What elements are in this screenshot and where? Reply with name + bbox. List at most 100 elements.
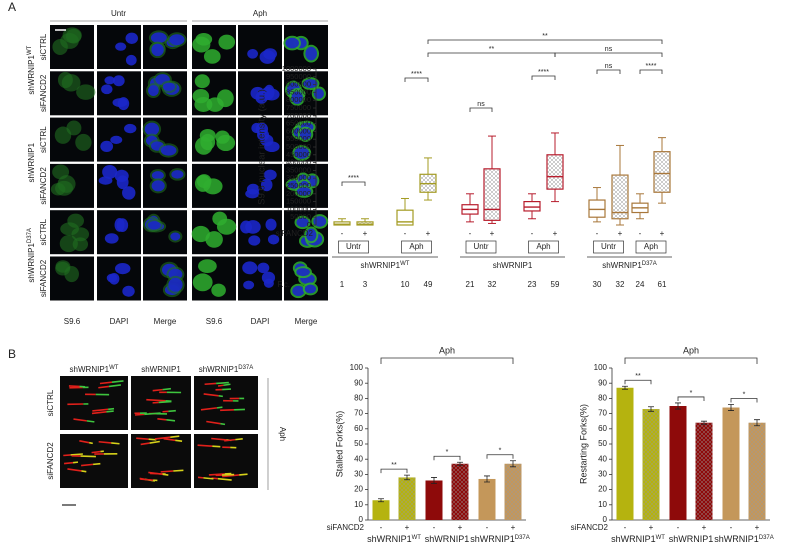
micrograph — [97, 210, 141, 255]
y-tick-label: 80 — [598, 394, 607, 403]
y-tick-label: 200000 — [286, 189, 311, 198]
line-superscript: D37A — [27, 228, 33, 243]
nucleus — [125, 54, 137, 66]
fiber-red — [224, 438, 236, 442]
nucleus — [263, 169, 277, 181]
x-axis-title: siFANCD2 — [276, 229, 314, 238]
fiber-red — [222, 474, 240, 478]
nucleus — [292, 285, 305, 297]
fiber-green — [111, 380, 124, 383]
fiber-green — [216, 406, 223, 409]
channel-label: S9.6 — [206, 317, 223, 326]
fiber-green — [212, 445, 221, 448]
condition-bracket — [380, 357, 514, 364]
nucleus — [296, 217, 309, 228]
line-name: shWRNIP1 — [141, 365, 181, 374]
fiber-red — [98, 440, 112, 444]
y-tick-label: 350000 — [286, 165, 311, 174]
x-tick-label: + — [490, 229, 495, 238]
y-tick-label: 750000 — [286, 103, 311, 112]
fiber-green — [86, 420, 95, 423]
cell-signal — [57, 175, 76, 193]
line-superscript: WT — [400, 261, 410, 267]
y-tick-label: 550000 — [286, 134, 311, 143]
line-label: shWRNIP1 — [27, 142, 36, 182]
x-axis-title: siFANCD2 — [571, 523, 609, 532]
nucleus — [112, 98, 128, 107]
line-label: shWRNIP1 — [425, 534, 470, 544]
y-tick-label: 20 — [354, 485, 363, 494]
row-label: siCTRL — [39, 33, 48, 60]
x-tick-label: - — [380, 523, 383, 532]
fiber-red — [68, 385, 80, 388]
fiber-red — [160, 470, 174, 473]
fc-label: F.c. — [278, 280, 290, 289]
nucleus — [267, 234, 280, 245]
nucleus — [148, 85, 159, 97]
x-tick-label: + — [458, 523, 463, 532]
sig-bracket — [730, 398, 758, 403]
line-label: shWRNIP1D37A — [714, 534, 774, 544]
channel-label: Merge — [295, 317, 318, 326]
y-tick-label: 300000 — [286, 173, 311, 182]
nucleus — [291, 91, 303, 104]
sig-bracket — [531, 75, 556, 80]
fiber-red — [91, 450, 101, 454]
sig-label: **** — [348, 175, 359, 182]
condition-box — [338, 240, 369, 254]
x-tick-label: - — [433, 523, 436, 532]
condition-box — [465, 240, 497, 254]
box — [333, 221, 351, 226]
cell-signal — [216, 134, 236, 152]
line-name: shWRNIP1 — [425, 534, 470, 544]
sig-label: ** — [489, 46, 495, 53]
nucleus — [242, 261, 258, 275]
cell-signal — [52, 38, 68, 55]
fiber-red — [67, 468, 82, 472]
fiber-green — [149, 440, 160, 444]
error-bar — [431, 477, 437, 484]
channel-label: DAPI — [251, 317, 270, 326]
fiber-red — [203, 393, 219, 397]
nucleus — [313, 88, 324, 99]
y-tick-label: 950000 — [286, 72, 311, 81]
nucleus — [169, 34, 185, 46]
y-tick-label: 90 — [354, 378, 363, 387]
bar-hatch — [642, 409, 660, 520]
y-tick-label: 100000 — [286, 204, 311, 213]
line-name: shWRNIP1 — [611, 534, 656, 544]
y-tick-label: 60 — [598, 424, 607, 433]
x-tick-label: + — [755, 523, 760, 532]
fiber-red — [91, 411, 107, 415]
fiber-green — [162, 387, 171, 391]
y-tick-label: 900000 — [286, 80, 311, 89]
fiber-green — [92, 462, 101, 466]
line-label: shWRNIP1D37A — [470, 534, 530, 544]
y-tick-label: 30 — [598, 470, 607, 479]
nucleus — [98, 176, 113, 185]
line-label: shWRNIP1D37A — [27, 228, 37, 283]
cell-signal — [67, 213, 84, 228]
y-tick-label: 60 — [354, 424, 363, 433]
nucleus — [147, 221, 161, 230]
sig-label: ** — [391, 462, 397, 469]
nucleus — [263, 48, 278, 60]
line-name: shWRNIP1 — [27, 243, 36, 283]
y-tick-label: 0 — [603, 515, 608, 524]
condition-label: Aph — [409, 242, 423, 251]
fold-change: 32 — [488, 280, 497, 289]
nucleus — [102, 164, 118, 179]
row-label: siFANCD2 — [39, 259, 48, 297]
x-tick-label: - — [341, 229, 344, 238]
nucleus — [260, 178, 273, 192]
sig-bracket — [404, 77, 429, 82]
y-tick-label: 10 — [598, 500, 607, 509]
line-superscript: WT — [109, 365, 119, 371]
sig-bracket — [554, 52, 663, 57]
condition-label: Aph — [278, 427, 287, 441]
line-name: shWRNIP1 — [199, 365, 239, 374]
cell-signal — [59, 234, 78, 253]
box-hatch — [484, 169, 500, 220]
condition-bracket — [624, 357, 758, 364]
nucleus — [104, 233, 119, 244]
